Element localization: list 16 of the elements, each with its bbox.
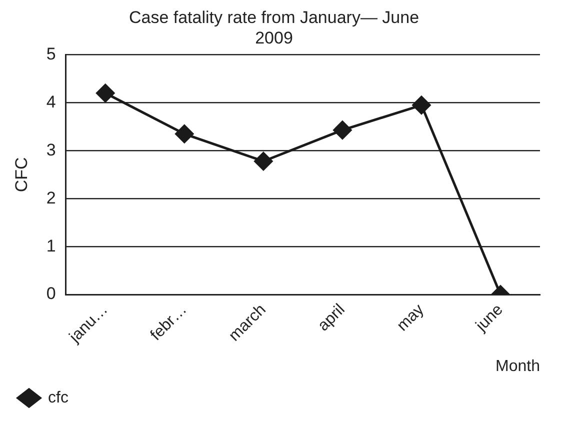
x-tick-label: may (394, 301, 428, 335)
point (96, 84, 115, 102)
y-tick-label: 4 (46, 92, 56, 112)
point (254, 152, 273, 170)
point (175, 124, 194, 144)
chart-title: Case fatality rate from January— June 2009 (128, 8, 420, 48)
y-tick-label: 3 (46, 140, 56, 160)
y-tick-label: 2 (46, 188, 56, 208)
y-tick-label: 0 (46, 284, 56, 304)
y-axis-title: CFC (12, 157, 31, 192)
point (333, 120, 352, 140)
y-tick-label: 5 (46, 44, 56, 64)
legend-label: cfc (48, 389, 68, 406)
point (412, 96, 431, 114)
y-tick-label: 1 (46, 236, 56, 256)
x-axis-title: Month (496, 358, 540, 375)
